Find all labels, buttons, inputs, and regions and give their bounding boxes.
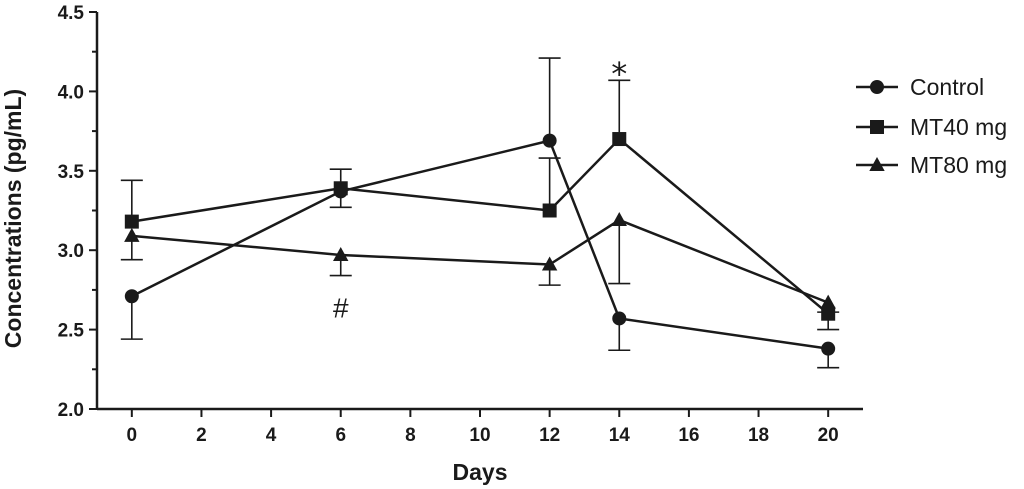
x-axis-title: Days <box>453 459 508 485</box>
series-lines <box>131 137 829 350</box>
data-point-mt40-mg <box>333 181 348 196</box>
series-markers <box>124 132 836 356</box>
significance-star-annotation: * <box>611 55 627 93</box>
x-tick-label: 10 <box>469 425 490 446</box>
y-axis-title: Concentrations (pg/mL) <box>0 89 26 348</box>
data-point-mt40-mg <box>542 203 557 218</box>
x-tick-label: 0 <box>127 425 138 446</box>
legend-marker-mt40-mg <box>870 120 884 134</box>
series-line-mt80-mg <box>131 218 829 304</box>
x-tick-label: 18 <box>748 425 769 446</box>
data-point-control <box>124 289 139 304</box>
x-tick-label: 4 <box>266 425 277 446</box>
data-point-mt80-mg <box>541 256 558 271</box>
data-point-mt80-mg <box>820 294 836 309</box>
y-tick-label: 2.0 <box>58 400 84 421</box>
data-point-mt80-mg <box>124 227 140 242</box>
x-tick-label: 16 <box>678 425 699 446</box>
legend-marker-control <box>870 80 884 94</box>
axes: 2.0 2.5 3.0 3.5 4.0 4.5 0 2 4 6 8 10 12 14 16 18 20 <box>58 3 863 446</box>
data-point-mt40-mg <box>612 132 627 147</box>
data-point-mt80-mg <box>611 212 627 227</box>
legend-label-mt80-mg: MT80 mg <box>910 152 1007 178</box>
legend-label-mt40-mg: MT40 mg <box>910 114 1007 140</box>
x-tick-label: 14 <box>609 425 631 446</box>
y-tick-label: 4.0 <box>58 82 84 103</box>
y-tick-label: 2.5 <box>58 321 85 342</box>
significance-hash-annotation: # <box>333 292 349 323</box>
data-point-control <box>821 341 836 356</box>
legend: Control MT40 mg MT80 mg <box>856 74 1007 178</box>
y-tick-label: 3.5 <box>58 162 85 183</box>
data-point-control <box>542 133 557 148</box>
x-tick-label: 2 <box>196 425 207 446</box>
data-point-control <box>612 311 627 326</box>
legend-label-control: Control <box>910 74 984 100</box>
x-tick-label: 12 <box>539 425 560 446</box>
y-tick-label: 4.5 <box>58 3 85 24</box>
legend-marker-mt80-mg <box>869 157 885 171</box>
data-point-mt80-mg <box>333 246 349 261</box>
error-bars <box>120 57 840 369</box>
series-line-mt40-mg <box>131 137 829 315</box>
x-tick-label: 8 <box>405 425 416 446</box>
y-tick-label: 3.0 <box>58 241 84 262</box>
x-tick-label: 6 <box>335 425 346 446</box>
x-tick-label: 20 <box>818 425 839 446</box>
data-point-mt40-mg <box>124 214 139 229</box>
data-point-mt40-mg <box>821 306 836 321</box>
annotations: *# <box>333 55 627 324</box>
